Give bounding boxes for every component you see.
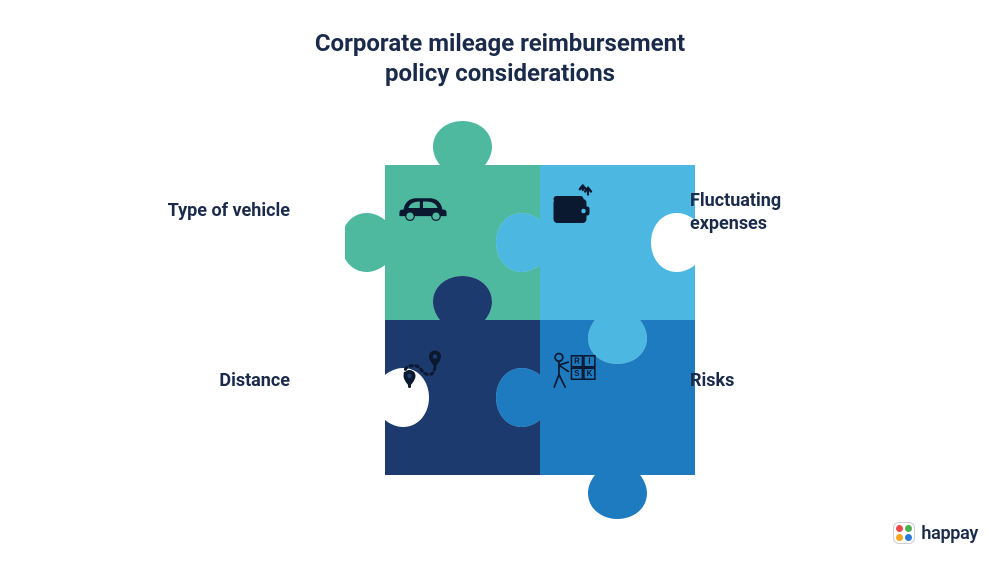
page-title: Corporate mileage reimbursement policy c…: [0, 28, 1000, 88]
svg-text:S: S: [574, 369, 579, 378]
title-line-2: policy considerations: [385, 59, 615, 87]
label-distance: Distance: [120, 370, 290, 393]
risk-icon: R I S K: [545, 345, 601, 401]
logo-dot-3: [896, 534, 903, 541]
label-risks: Risks: [690, 370, 860, 393]
title-line-1: Corporate mileage reimbursement: [315, 29, 685, 57]
logo-dot-4: [905, 534, 912, 541]
logo-mark-icon: [893, 522, 915, 544]
logo-text: happay: [921, 523, 978, 544]
wallet-icon: [545, 180, 601, 236]
logo-dot-2: [905, 525, 912, 532]
label-fluctuating-expenses: Fluctuating expenses: [690, 190, 860, 235]
label-tr-line1: Fluctuating: [690, 190, 781, 211]
car-icon: [395, 180, 451, 236]
puzzle-graphic: [345, 115, 655, 505]
svg-text:I: I: [588, 357, 590, 366]
route-icon: [395, 345, 451, 401]
svg-text:K: K: [587, 369, 593, 378]
label-type-of-vehicle: Type of vehicle: [120, 200, 290, 223]
svg-text:R: R: [574, 357, 580, 366]
label-tr-line2: expenses: [690, 213, 767, 234]
logo-dot-1: [896, 525, 903, 532]
brand-logo: happay: [893, 522, 978, 544]
